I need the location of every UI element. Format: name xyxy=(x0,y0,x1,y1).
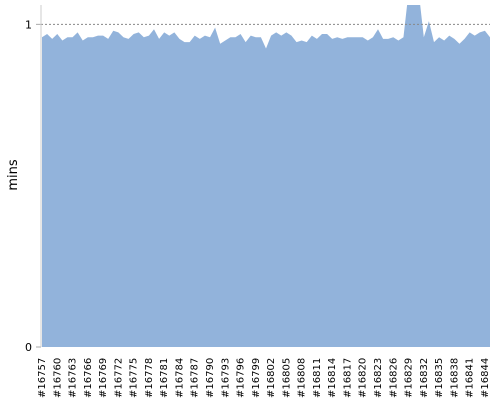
x-tick-label: #16781 xyxy=(159,358,170,398)
x-tick-label: #16820 xyxy=(358,358,369,398)
area xyxy=(42,5,490,347)
x-tick-label: #16784 xyxy=(174,358,185,398)
x-tick-label: #16793 xyxy=(220,358,231,398)
x-tick-label: #16772 xyxy=(113,358,124,398)
x-tick-label: #16817 xyxy=(342,358,353,398)
x-tick-label: #16832 xyxy=(419,358,430,398)
x-tick-label: #16775 xyxy=(129,358,140,398)
y-tick-label: 0 xyxy=(25,341,32,354)
x-tick-label: #16787 xyxy=(190,358,201,398)
x-tick-label: #16769 xyxy=(98,358,109,398)
y-axis-label: mins xyxy=(6,159,21,191)
y-tick-label: 1 xyxy=(25,18,32,31)
x-tick-label: #16790 xyxy=(205,358,216,398)
x-tick-label: #16823 xyxy=(373,358,384,398)
x-tick-label: #16811 xyxy=(312,358,323,398)
x-tick-label: #16826 xyxy=(388,358,399,398)
x-tick-label: #16808 xyxy=(297,358,308,398)
x-tick-label: #16814 xyxy=(327,358,338,398)
x-tick-label: #16829 xyxy=(404,358,415,398)
x-tick-label: #16841 xyxy=(465,358,476,398)
x-tick-label: #16766 xyxy=(83,358,94,398)
x-tick-label: #16838 xyxy=(449,358,460,398)
x-tick-label: #16844 xyxy=(480,358,491,398)
x-tick-label: #16763 xyxy=(68,358,79,398)
x-tick-label: #16796 xyxy=(236,358,247,398)
x-tick-label: #16799 xyxy=(251,358,262,398)
x-tick-label: #16802 xyxy=(266,358,277,398)
plot-area xyxy=(42,5,490,347)
x-tick-label: #16835 xyxy=(434,358,445,398)
x-tick-label: #16760 xyxy=(52,358,63,398)
x-tick-label: #16757 xyxy=(37,358,48,398)
x-tick-label: #16805 xyxy=(281,358,292,398)
x-tick-label: #16778 xyxy=(144,358,155,398)
